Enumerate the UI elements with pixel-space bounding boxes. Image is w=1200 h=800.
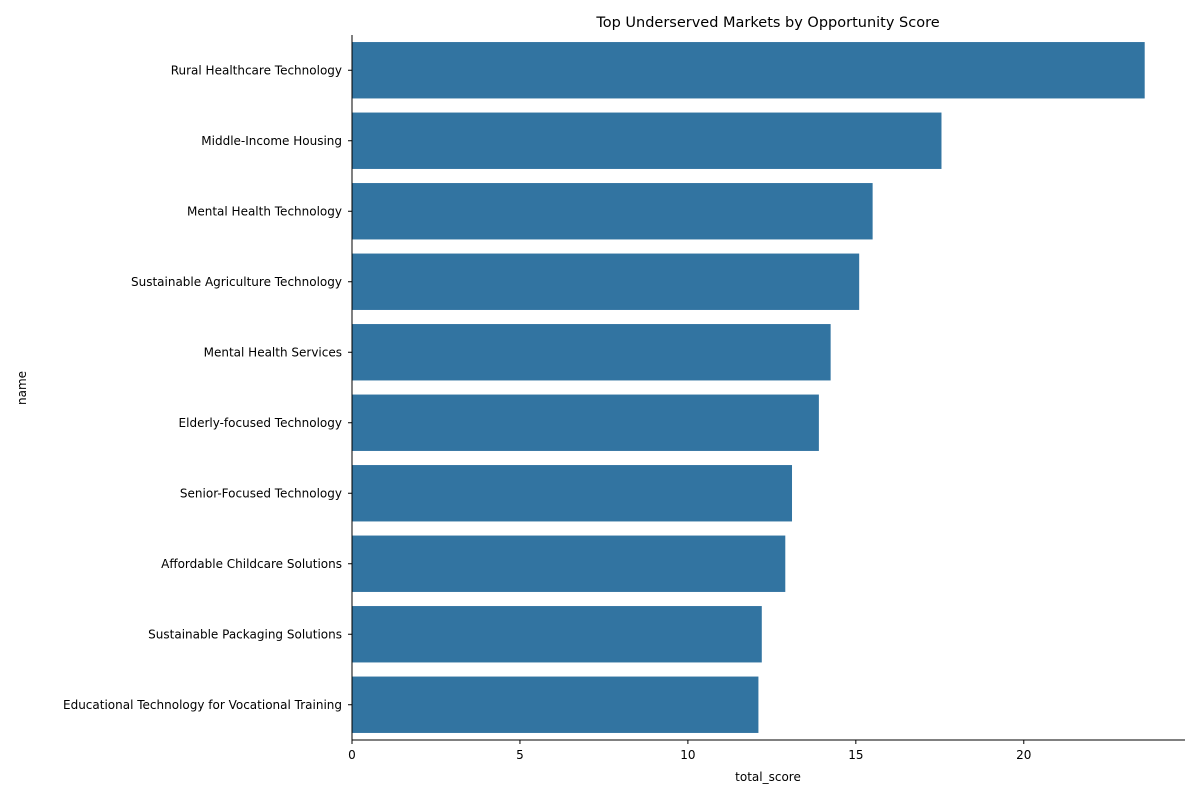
y-tick-label: Sustainable Agriculture Technology	[131, 275, 342, 289]
bar	[352, 183, 873, 240]
x-tick-label: 20	[1016, 748, 1031, 762]
y-axis-title: name	[15, 371, 29, 405]
x-tick-label: 10	[680, 748, 695, 762]
x-tick-label: 5	[516, 748, 524, 762]
x-tick-label: 0	[348, 748, 356, 762]
bar	[352, 606, 762, 663]
y-tick-label: Rural Healthcare Technology	[171, 63, 342, 77]
bars-group	[352, 42, 1145, 733]
bar	[352, 465, 793, 522]
bar	[352, 112, 942, 169]
x-axis-ticks: 0 5 10 15 20	[348, 740, 1031, 762]
y-tick-label: Mental Health Services	[204, 345, 342, 359]
bar	[352, 676, 759, 733]
bar	[352, 324, 831, 381]
y-tick-label: Elderly-focused Technology	[179, 416, 342, 430]
bar	[352, 42, 1145, 99]
y-tick-label: Mental Health Technology	[187, 204, 342, 218]
bar	[352, 253, 860, 310]
y-tick-label: Affordable Childcare Solutions	[161, 557, 342, 571]
x-axis-title: total_score	[735, 770, 801, 784]
y-tick-label: Middle-Income Housing	[201, 134, 342, 148]
bar	[352, 394, 819, 451]
y-axis-ticks: Rural Healthcare Technology Middle-Income…	[63, 63, 352, 712]
y-tick-label: Sustainable Packaging Solutions	[148, 627, 342, 641]
y-tick-label: Educational Technology for Vocational Tr…	[63, 698, 342, 712]
bar	[352, 535, 786, 592]
x-tick-label: 15	[848, 748, 863, 762]
chart-title: Top Underserved Markets by Opportunity S…	[595, 15, 939, 31]
y-tick-label: Senior-Focused Technology	[180, 486, 342, 500]
